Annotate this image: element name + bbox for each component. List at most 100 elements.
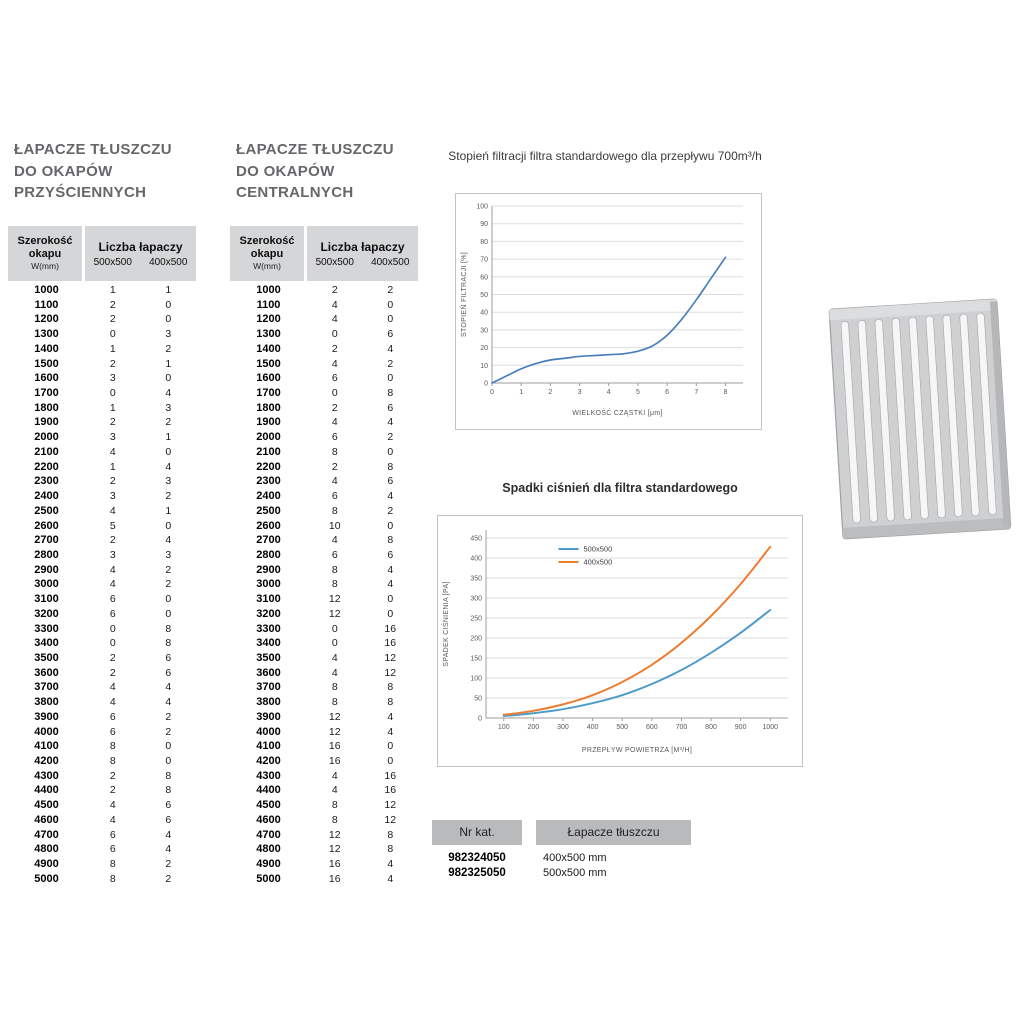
count-400x500-cell: 4 — [165, 460, 172, 473]
table-row: 4800 12 8 — [230, 842, 418, 857]
count-400x500-cell: 4 — [387, 858, 394, 871]
count-500x500-cell: 4 — [109, 799, 116, 812]
catalog-header: Nr kat. Łapacze tłuszczu — [432, 820, 691, 845]
width-cell: 4600 — [256, 813, 281, 826]
width-cell: 2200 — [34, 460, 59, 473]
count-400x500-cell: 2 — [165, 416, 172, 429]
table-row: 1400 2 4 — [230, 342, 418, 357]
x-tick-label: 3 — [578, 389, 582, 396]
title-line: ŁAPACZE TŁUSZCZU — [14, 141, 172, 158]
count-400x500-cell: 2 — [387, 357, 394, 370]
count-column-header: Liczba łapaczy 500x500 400x500 — [85, 226, 196, 281]
count-500x500-cell: 4 — [331, 666, 338, 679]
count-500x500-cell: 0 — [331, 328, 338, 341]
count-500x500-cell: 1 — [109, 284, 116, 296]
count-400x500-cell: 8 — [387, 387, 394, 400]
table-row: 3000 4 2 — [8, 577, 196, 592]
count-500x500-cell: 2 — [109, 416, 116, 429]
legend-item: 400x500 — [583, 558, 612, 567]
table-row: 2900 4 2 — [8, 563, 196, 578]
count-500x500-cell: 4 — [331, 416, 338, 429]
table-row: 4400 2 8 — [8, 783, 196, 798]
width-cell: 1400 — [256, 342, 281, 355]
count-500x500-cell: 8 — [109, 755, 116, 767]
count-400x500-cell: 2 — [165, 342, 172, 355]
size-400x500-label: 400x500 — [371, 256, 410, 268]
count-500x500-cell: 8 — [331, 799, 338, 812]
catalog-header-nr-kat: Nr kat. — [432, 820, 522, 845]
table-row: 4400 4 16 — [230, 783, 418, 798]
width-cell: 3400 — [34, 637, 59, 650]
count-400x500-cell: 2 — [165, 563, 172, 576]
count-400x500-cell: 0 — [387, 755, 394, 767]
table-row: 2300 4 6 — [230, 474, 418, 489]
count-500x500-cell: 2 — [109, 313, 116, 326]
count-500x500-cell: 3 — [109, 548, 116, 561]
y-tick-label: 30 — [480, 327, 488, 334]
count-400x500-cell: 4 — [165, 681, 172, 694]
y-tick-label: 50 — [474, 696, 482, 703]
count-400x500-cell: 4 — [387, 872, 394, 885]
count-400x500-cell: 2 — [165, 725, 172, 738]
table-row: 4100 16 0 — [230, 739, 418, 754]
filter-slots — [840, 312, 997, 524]
header-label: Szerokość — [17, 235, 73, 247]
table-row: 1200 4 0 — [230, 312, 418, 327]
count-400x500-cell: 8 — [387, 534, 394, 547]
table-row: 2700 2 4 — [8, 533, 196, 548]
count-400x500-cell: 3 — [165, 548, 172, 561]
count-400x500-cell: 4 — [165, 843, 172, 856]
y-tick-label: 70 — [480, 257, 488, 264]
header-label: okapu — [250, 248, 284, 260]
table-row: 2600 5 0 — [8, 519, 196, 534]
table-row: 1000 2 2 — [230, 283, 418, 298]
width-cell: 1600 — [34, 372, 59, 385]
count-400x500-cell: 0 — [387, 372, 394, 385]
count-500x500-cell: 3 — [109, 372, 116, 385]
width-cell: 1500 — [34, 357, 59, 370]
y-tick-label: 350 — [470, 576, 482, 583]
count-500x500-cell: 2 — [109, 298, 116, 311]
x-tick-label: 900 — [735, 724, 747, 731]
table-row: 1400 1 2 — [8, 342, 196, 357]
catalog-header-lapacze: Łapacze tłuszczu — [536, 820, 691, 845]
width-cell: 3700 — [34, 681, 59, 694]
count-400x500-cell: 4 — [387, 416, 394, 429]
count-500x500-cell: 8 — [109, 740, 116, 753]
width-cell: 1100 — [34, 298, 59, 311]
width-cell: 2800 — [256, 548, 281, 561]
y-tick-label: 80 — [480, 239, 488, 246]
count-400x500-cell: 0 — [165, 593, 172, 606]
width-cell: 5000 — [34, 872, 59, 885]
table-body: 1000 1 1 1100 2 0 1200 2 0 1300 0 3 1400 1 2 1500 2 1 1600… — [8, 283, 196, 886]
count-500x500-cell: 4 — [109, 563, 116, 576]
count-500x500-cell: 6 — [109, 725, 116, 738]
width-cell: 2300 — [34, 475, 59, 488]
count-500x500-cell: 5 — [109, 519, 116, 532]
count-400x500-cell: 16 — [384, 637, 397, 650]
header-label: W(mm) — [253, 261, 281, 271]
count-500x500-cell: 6 — [109, 843, 116, 856]
count-400x500-cell: 0 — [165, 755, 172, 767]
table-body: 1000 2 2 1100 4 0 1200 4 0 1300 0 6 1400 2 4 1500 4 2 1600… — [230, 283, 418, 886]
count-500x500-cell: 1 — [109, 342, 116, 355]
x-axis-label: PRZEPŁYW POWIETRZA [M³/H] — [582, 747, 692, 754]
table-row: 3800 4 4 — [8, 695, 196, 710]
count-500x500-cell: 0 — [331, 637, 338, 650]
x-tick-label: 400 — [587, 724, 599, 731]
count-500x500-cell: 2 — [109, 769, 116, 782]
count-400x500-cell: 0 — [165, 519, 172, 532]
count-500x500-cell: 2 — [109, 357, 116, 370]
x-tick-label: 1000 — [762, 724, 778, 731]
y-tick-label: 200 — [470, 636, 482, 643]
width-cell: 2600 — [34, 519, 59, 532]
count-500x500-cell: 4 — [109, 696, 116, 709]
y-axis-label: STOPIEŃ FILTRACJI [%] — [459, 252, 468, 337]
count-400x500-cell: 2 — [165, 858, 172, 871]
count-500x500-cell: 6 — [109, 710, 116, 723]
grease-filter-illustration — [826, 282, 1014, 558]
table-row: 3000 8 4 — [230, 577, 418, 592]
count-400x500-cell: 6 — [165, 799, 172, 812]
count-400x500-cell: 1 — [165, 504, 172, 517]
count-500x500-cell: 0 — [109, 637, 116, 650]
